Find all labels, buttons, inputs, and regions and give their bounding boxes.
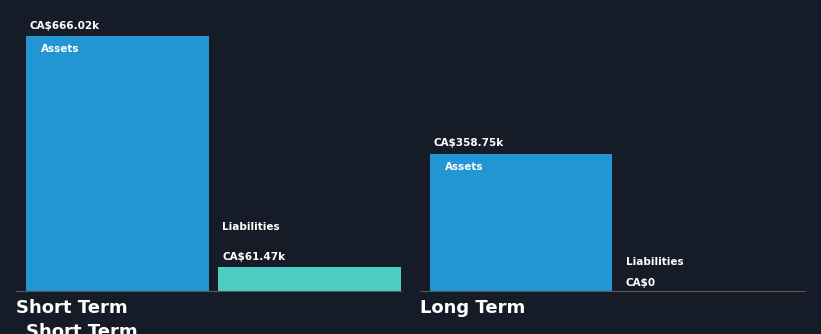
Text: CA$0: CA$0 bbox=[626, 278, 656, 288]
Text: Liabilities: Liabilities bbox=[626, 257, 683, 267]
X-axis label: Short Term: Short Term bbox=[16, 299, 128, 317]
Text: CA$666.02k: CA$666.02k bbox=[30, 21, 100, 31]
Text: Assets: Assets bbox=[445, 162, 484, 172]
Text: Assets: Assets bbox=[41, 44, 80, 54]
Bar bbox=[429, 154, 612, 291]
Text: Short Term: Short Term bbox=[26, 323, 138, 334]
Bar bbox=[26, 36, 209, 291]
Text: Liabilities: Liabilities bbox=[222, 222, 280, 232]
Text: CA$61.47k: CA$61.47k bbox=[222, 252, 285, 262]
Text: CA$358.75k: CA$358.75k bbox=[433, 138, 504, 148]
Bar bbox=[218, 267, 401, 291]
X-axis label: Long Term: Long Term bbox=[420, 299, 525, 317]
